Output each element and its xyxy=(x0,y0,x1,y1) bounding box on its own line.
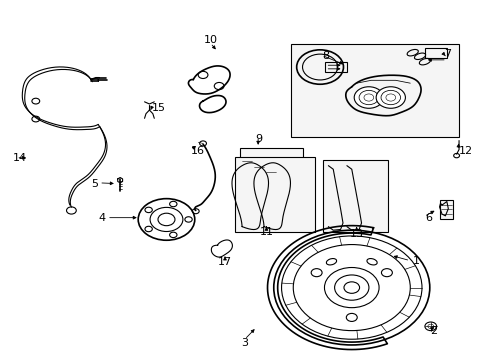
Bar xyxy=(239,148,303,187)
Text: 17: 17 xyxy=(218,257,232,267)
Text: 14: 14 xyxy=(13,153,27,163)
Text: 4: 4 xyxy=(98,213,105,222)
Bar xyxy=(234,157,315,232)
Text: 6: 6 xyxy=(424,213,431,222)
Text: 9: 9 xyxy=(255,134,262,144)
Bar xyxy=(290,44,458,137)
Circle shape xyxy=(353,87,383,108)
Text: 11: 11 xyxy=(259,227,273,237)
Bar xyxy=(424,48,446,58)
Text: 7: 7 xyxy=(444,49,450,59)
Text: 1: 1 xyxy=(412,256,419,266)
Text: 13: 13 xyxy=(349,229,363,239)
Text: 8: 8 xyxy=(322,51,329,61)
Text: 2: 2 xyxy=(429,325,436,336)
Text: 16: 16 xyxy=(190,146,204,156)
Text: 12: 12 xyxy=(458,146,472,156)
Text: 5: 5 xyxy=(91,179,98,189)
Circle shape xyxy=(375,87,405,108)
Text: 3: 3 xyxy=(241,338,247,348)
Text: 10: 10 xyxy=(203,35,217,45)
Bar xyxy=(325,62,346,72)
Bar xyxy=(322,160,387,232)
Text: 15: 15 xyxy=(152,103,165,113)
Bar xyxy=(439,200,452,220)
